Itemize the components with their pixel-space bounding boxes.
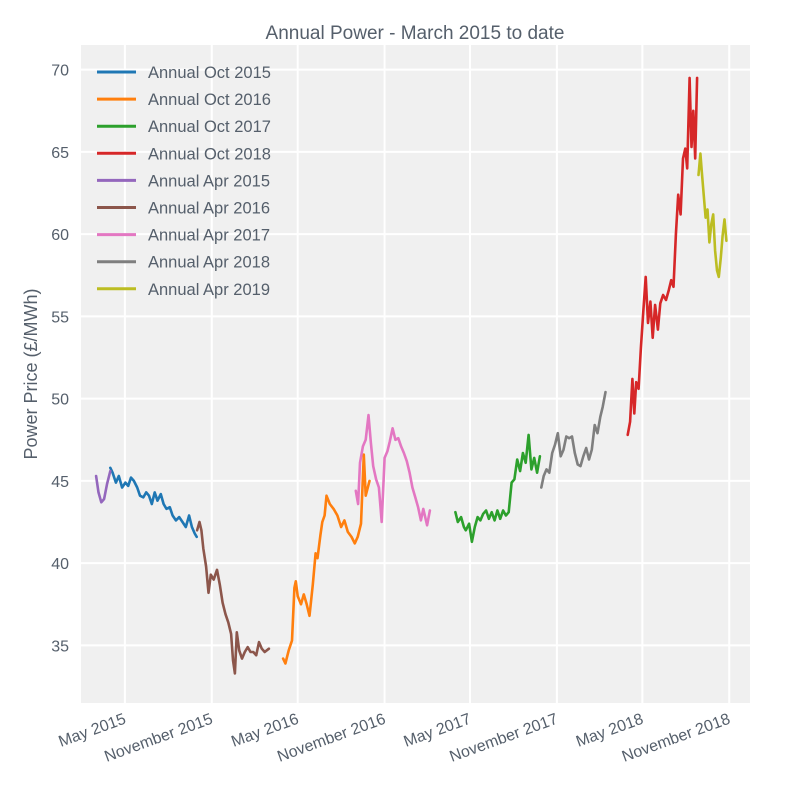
chart-title: Annual Power - March 2015 to date (266, 23, 565, 44)
legend-entry: Annual Oct 2016 (148, 91, 271, 109)
legend-entry: Annual Oct 2015 (148, 64, 271, 82)
series-line (697, 152, 728, 279)
plot-area (81, 45, 750, 703)
legend-entry: Annual Apr 2015 (148, 172, 270, 190)
y-tick-labels: 35 40 45 50 55 60 65 70 (51, 63, 69, 656)
legend-entry: Annual Apr 2017 (148, 227, 270, 245)
series-line (195, 520, 271, 675)
legend-entry: Annual Oct 2017 (148, 118, 271, 136)
legend-entry: Annual Apr 2019 (148, 281, 270, 299)
y-tick-label: 45 (51, 474, 69, 491)
legend-entry: Annual Apr 2018 (148, 254, 270, 272)
y-axis-label: Power Price (£/MWh) (21, 288, 41, 459)
series-line (454, 433, 542, 544)
series-lines (94, 76, 728, 675)
y-tick-label: 50 (51, 392, 69, 409)
legend-entry: Annual Apr 2016 (148, 200, 270, 218)
series-line (540, 390, 607, 489)
y-tick-label: 70 (51, 63, 69, 80)
series-line (109, 466, 198, 539)
series-line (281, 453, 371, 665)
series-line (94, 469, 112, 504)
y-tick-label: 65 (51, 145, 69, 162)
y-tick-label: 35 (51, 638, 69, 655)
series-line (626, 76, 699, 437)
y-tick-label: 60 (51, 227, 69, 244)
legend: Annual Oct 2015 Annual Oct 2016 Annual Oct… (97, 64, 271, 299)
series-line (354, 413, 432, 527)
y-tick-label: 55 (51, 309, 69, 326)
legend-entry: Annual Oct 2018 (148, 145, 271, 163)
y-tick-label: 40 (51, 556, 69, 573)
